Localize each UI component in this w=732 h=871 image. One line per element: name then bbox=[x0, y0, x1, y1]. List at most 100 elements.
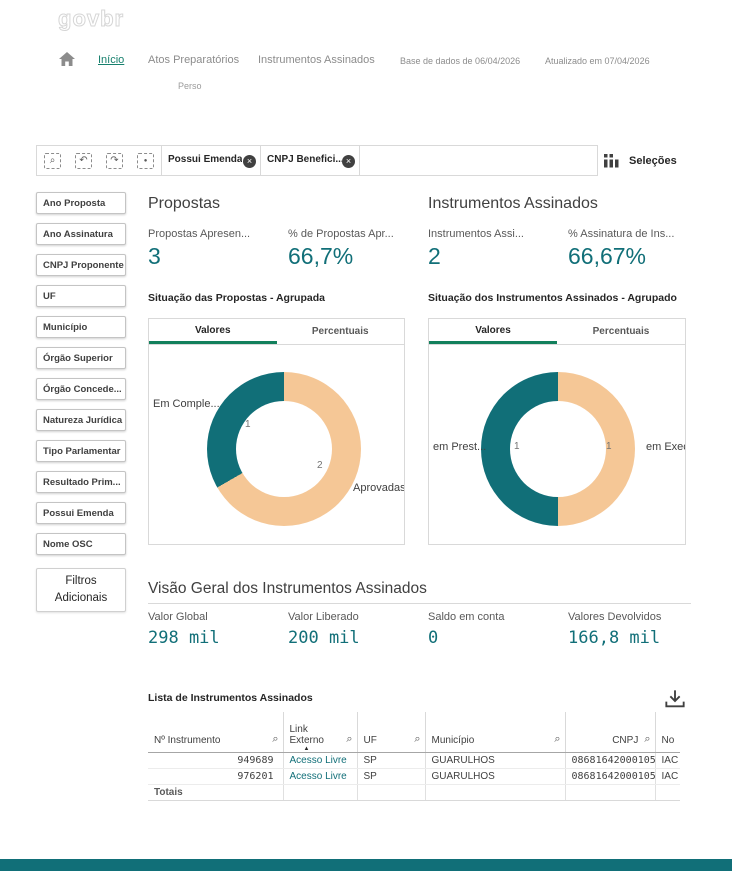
cell-municipio[interactable]: GUARULHOS bbox=[425, 752, 566, 769]
kpi-label: Instrumentos Assi... bbox=[428, 228, 524, 240]
filter-resultado-primario[interactable]: Resultado Prim... bbox=[36, 471, 126, 493]
slice-value: 1 bbox=[514, 441, 520, 452]
selections-tool-button[interactable]: Seleções bbox=[604, 145, 677, 176]
column-search-icon[interactable]: ⌕ bbox=[644, 732, 651, 745]
divider bbox=[148, 603, 691, 604]
kpi-value: 166,8 mil bbox=[568, 628, 661, 648]
kpi-value: 2 bbox=[428, 243, 441, 269]
nav-atos-preparatorios[interactable]: Atos Preparatórios bbox=[148, 54, 240, 66]
filter-ano-proposta[interactable]: Ano Proposta bbox=[36, 192, 126, 214]
slice-value: 2 bbox=[317, 460, 323, 471]
divider bbox=[359, 146, 360, 175]
cell-nome[interactable]: IAC bbox=[655, 768, 680, 785]
col-municipio[interactable]: Município ⌕ bbox=[425, 712, 566, 753]
filter-orgao-superior[interactable]: Órgão Superior bbox=[36, 347, 126, 369]
filter-chip-possui-emenda[interactable]: Possui Emenda SIM × bbox=[162, 146, 260, 175]
clear-selections-button[interactable]: ● bbox=[130, 146, 161, 175]
nav-perso[interactable]: Perso bbox=[178, 81, 202, 91]
col-cnpj[interactable]: CNPJ ⌕ bbox=[565, 712, 656, 753]
kpi-instrumentos-assinados: Instrumentos Assi... 2 bbox=[428, 228, 566, 270]
filter-chip-cnpj-beneficiario[interactable]: CNPJ Benefici... 08681642000105 × bbox=[261, 146, 359, 175]
sort-asc-icon: ▲ bbox=[303, 745, 310, 752]
base-date-label: Base de dados de 06/04/2026 bbox=[400, 56, 521, 66]
close-icon[interactable]: × bbox=[342, 155, 355, 168]
column-search-icon[interactable]: ⌕ bbox=[554, 732, 561, 745]
selection-bar: ⌕ ↶ ↷ ● Possui Emenda SIM × CNPJ Benefic… bbox=[36, 145, 598, 176]
table-row[interactable]: 976201 Acesso Livre SP GUARULHOS 0868164… bbox=[148, 768, 680, 785]
download-icon[interactable] bbox=[664, 689, 686, 709]
step-forward-button[interactable]: ↷ bbox=[99, 146, 130, 175]
nav-inicio[interactable]: Início bbox=[98, 54, 125, 66]
cell-cnpj[interactable]: 08681642000105 bbox=[565, 768, 656, 785]
propostas-donut-chart[interactable] bbox=[207, 372, 361, 526]
col-nome[interactable]: No bbox=[655, 712, 680, 753]
filter-tipo-parlamentar[interactable]: Tipo Parlamentar bbox=[36, 440, 126, 462]
col-link-externo[interactable]: Link Externo ⌕ ▲ bbox=[283, 712, 358, 753]
filter-nome-osc[interactable]: Nome OSC bbox=[36, 533, 126, 555]
home-icon[interactable] bbox=[58, 51, 76, 67]
filter-uf[interactable]: UF bbox=[36, 285, 126, 307]
filter-orgao-concedente[interactable]: Órgão Concede... bbox=[36, 378, 126, 400]
tab-valores[interactable]: Valores bbox=[149, 319, 277, 344]
filtros-adicionais-button[interactable]: Filtros Adicionais bbox=[36, 568, 126, 612]
visao-geral-title: Visão Geral dos Instrumentos Assinados bbox=[148, 580, 427, 597]
kpi-value: 298 mil bbox=[148, 628, 220, 648]
cell-cnpj[interactable]: 08681642000105 bbox=[565, 752, 656, 769]
kpi-label: % Assinatura de Ins... bbox=[568, 228, 675, 240]
cell-uf[interactable]: SP bbox=[357, 768, 426, 785]
kpi-label: Propostas Apresen... bbox=[148, 228, 251, 240]
column-label: Link Externo bbox=[289, 723, 324, 746]
cell-n-instrumento[interactable]: 976201 bbox=[148, 768, 284, 785]
slice-label-aprovadas: Aprovadas bbox=[353, 482, 405, 494]
kpi-value: 66,67% bbox=[568, 243, 647, 269]
table-row[interactable]: 949689 Acesso Livre SP GUARULHOS 0868164… bbox=[148, 752, 680, 769]
cell-municipio[interactable]: GUARULHOS bbox=[425, 768, 566, 785]
filter-possui-emenda[interactable]: Possui Emenda bbox=[36, 502, 126, 524]
slice-label-em-prestacao: em Prest... bbox=[433, 441, 487, 453]
search-icon: ⌕ bbox=[44, 152, 61, 169]
table-title: Lista de Instrumentos Assinados bbox=[148, 692, 313, 704]
chip-field-label: Possui Emenda bbox=[168, 154, 243, 165]
column-label: Município bbox=[431, 734, 475, 746]
cell-link-externo[interactable]: Acesso Livre bbox=[283, 752, 358, 769]
selections-grid-icon bbox=[604, 153, 619, 167]
smart-search-button[interactable]: ⌕ bbox=[37, 146, 68, 175]
donut-hole bbox=[236, 401, 332, 497]
filter-natureza-juridica[interactable]: Natureza Jurídica bbox=[36, 409, 126, 431]
clear-selections-icon: ● bbox=[137, 152, 154, 169]
instrumentos-title: Instrumentos Assinados bbox=[428, 195, 598, 212]
instrumentos-donut-chart[interactable] bbox=[481, 372, 635, 526]
cell-n-instrumento[interactable]: 949689 bbox=[148, 752, 284, 769]
slice-label-em-complementacao: Em Comple... bbox=[153, 398, 220, 410]
column-label: UF bbox=[363, 734, 377, 746]
filtros-adicionais-label: Filtros Adicionais bbox=[54, 574, 108, 604]
totals-label: Totais bbox=[148, 783, 284, 801]
filter-cnpj-proponente[interactable]: CNPJ Proponente bbox=[36, 254, 126, 276]
kpi-label: % de Propostas Apr... bbox=[288, 228, 394, 240]
step-back-button[interactable]: ↶ bbox=[68, 146, 99, 175]
column-search-icon[interactable]: ⌕ bbox=[272, 732, 279, 745]
kpi-value: 3 bbox=[148, 243, 161, 269]
tab-percentuais[interactable]: Percentuais bbox=[311, 326, 369, 337]
cell-uf[interactable]: SP bbox=[357, 752, 426, 769]
filter-ano-assinatura[interactable]: Ano Assinatura bbox=[36, 223, 126, 245]
tab-percentuais[interactable]: Percentuais bbox=[592, 326, 650, 337]
col-n-instrumento[interactable]: Nº Instrumento ⌕ bbox=[148, 712, 284, 753]
tab-valores[interactable]: Valores bbox=[429, 319, 557, 344]
filter-municipio[interactable]: Município bbox=[36, 316, 126, 338]
column-label: CNPJ bbox=[612, 734, 639, 746]
kpi-label: Valores Devolvidos bbox=[568, 611, 662, 623]
nav-instrumentos-assinados[interactable]: Instrumentos Assinados bbox=[258, 54, 375, 66]
propostas-title: Propostas bbox=[148, 195, 221, 212]
cell-link-externo[interactable]: Acesso Livre bbox=[283, 768, 358, 785]
cell-nome[interactable]: IAC bbox=[655, 752, 680, 769]
kpi-valores-devolvidos: Valores Devolvidos 166,8 mil bbox=[568, 611, 706, 648]
footer-bar bbox=[0, 859, 732, 871]
slice-value: 1 bbox=[606, 441, 612, 452]
kpi-value: 66,7% bbox=[288, 243, 354, 269]
selections-label: Seleções bbox=[629, 154, 677, 167]
col-uf[interactable]: UF ⌕ bbox=[357, 712, 426, 753]
column-search-icon[interactable]: ⌕ bbox=[414, 732, 421, 745]
close-icon[interactable]: × bbox=[243, 155, 256, 168]
column-search-icon[interactable]: ⌕ bbox=[346, 732, 353, 745]
